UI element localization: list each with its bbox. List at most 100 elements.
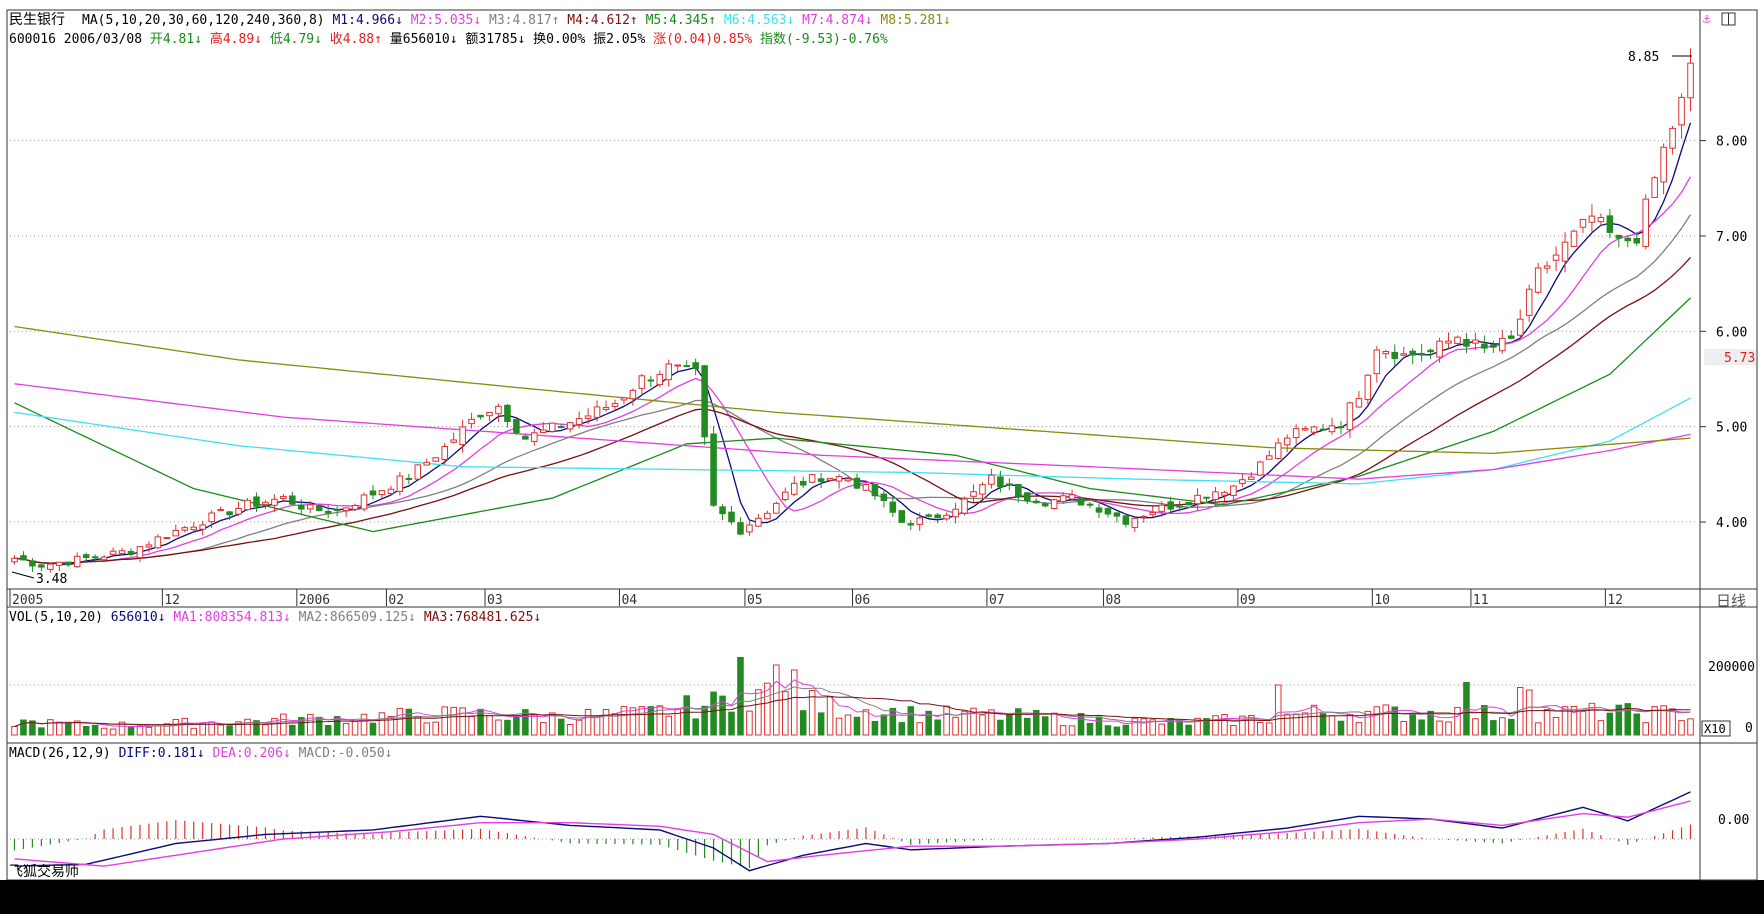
candle-body	[253, 496, 260, 507]
candle-body	[602, 407, 610, 410]
volume-bar	[1257, 721, 1264, 736]
vol-value-2: MA2:866509.125↓	[291, 610, 416, 625]
volume-bar	[1669, 708, 1676, 736]
volume-bar	[1543, 709, 1551, 736]
candle-body	[64, 561, 72, 566]
candle-body	[665, 363, 673, 381]
volume-bar	[459, 707, 466, 736]
volume-bar	[1633, 713, 1641, 736]
volume-bar	[1597, 720, 1605, 736]
volume-bar	[907, 706, 915, 736]
candle-body	[82, 554, 90, 558]
volume-bar	[566, 723, 574, 736]
volume-bar	[808, 690, 816, 736]
candle-body	[109, 550, 117, 555]
volume-bar	[1364, 710, 1372, 736]
date-tick-label: 11	[1473, 593, 1489, 608]
candle-body	[405, 477, 413, 480]
candle-body	[172, 529, 180, 537]
volume-bar	[701, 705, 708, 736]
period-label[interactable]: 日线	[1716, 592, 1746, 610]
volume-bar	[719, 695, 726, 736]
candle-body	[1660, 146, 1667, 183]
volume-bar	[91, 724, 99, 736]
volume-bar	[271, 717, 278, 736]
candle-body	[862, 484, 870, 491]
quote-field-1: 开4.81↓	[142, 32, 202, 47]
volume-bar	[1355, 722, 1363, 736]
candle-body	[1167, 501, 1174, 510]
date-tick-label: 08	[1105, 593, 1121, 608]
candle-body	[566, 422, 574, 430]
candle-body	[1391, 351, 1399, 359]
candle-body	[495, 405, 502, 415]
price-axis: 8.00 7.00 6.00 5.00 4.00 5.73	[1700, 135, 1756, 531]
candle-body	[620, 397, 628, 401]
macd-value-1: DEA:0.206↓	[205, 746, 291, 761]
candle-body	[584, 415, 592, 419]
volume-bar	[118, 721, 126, 736]
volume-bar	[790, 669, 798, 736]
anchor-icon[interactable]: ⚓	[1703, 12, 1711, 27]
candle-body	[1454, 336, 1461, 344]
volume-bar	[916, 722, 923, 736]
candle-body	[136, 546, 144, 559]
candle-body	[1633, 237, 1641, 244]
candle-body	[1382, 351, 1390, 355]
price-tick-label: 5.00	[1716, 421, 1747, 436]
volume-bar	[127, 727, 135, 736]
volume-bar	[1400, 721, 1407, 736]
candle-body	[817, 478, 825, 483]
candle-body	[790, 482, 798, 495]
quote-field-4: 收4.88↑	[322, 32, 382, 47]
volume-bar	[1059, 725, 1067, 736]
volume-bar	[1212, 715, 1219, 736]
low-pointer	[11, 571, 35, 579]
volume-bar	[1122, 724, 1130, 736]
volume-bar	[853, 716, 861, 736]
vol-title-line: VOL(5,10,20) 656010↓ MA1:808354.813↓ MA2…	[9, 610, 541, 625]
candle-body	[235, 508, 242, 515]
candle-body	[1355, 398, 1363, 408]
candle-body	[1642, 198, 1649, 247]
candle-body	[728, 511, 735, 523]
volume-bar	[557, 718, 565, 736]
candle-body	[1561, 241, 1569, 262]
quote-field-10: 指数(-9.53)-0.76%	[752, 32, 888, 47]
quote-field-2: 高4.89↓	[202, 31, 262, 47]
candle-body	[1669, 127, 1676, 149]
volume-bar	[1481, 705, 1488, 736]
date-tick-label: 10	[1374, 593, 1390, 608]
vol-tick-label: 200000	[1708, 660, 1755, 675]
candle-body	[1588, 215, 1596, 223]
quote-field-5: 量656010↓	[382, 32, 458, 47]
volume-bar	[844, 714, 852, 736]
volume-bar	[1077, 713, 1085, 736]
candle-body	[683, 365, 690, 368]
quote-field-7: 换0.00%	[525, 32, 585, 47]
date-tick-label: 07	[989, 593, 1005, 608]
volume-bar	[1068, 725, 1076, 736]
candle-body	[916, 517, 923, 525]
volume-bar	[486, 715, 493, 736]
quote-field-3: 低4.79↓	[262, 32, 322, 47]
candle-body	[934, 514, 941, 519]
candle-body	[656, 373, 664, 386]
volume-bar	[755, 689, 762, 736]
volume-bar	[1436, 720, 1443, 736]
volume-bar	[531, 714, 538, 736]
volume-bar	[665, 715, 673, 736]
volume-bar	[513, 716, 520, 736]
date-tick-label: 03	[487, 593, 503, 608]
volume-bar	[1095, 716, 1103, 736]
volume-bar	[925, 710, 932, 736]
ma-line-m6	[14, 397, 1691, 485]
volume-bar	[1041, 716, 1049, 736]
volume-bar	[280, 713, 287, 736]
volume-bar	[988, 709, 995, 736]
volume-bar	[1337, 720, 1345, 736]
candle-body	[226, 511, 233, 516]
quote-field-6: 额31785↓	[458, 32, 526, 47]
volume-bar	[369, 722, 377, 736]
